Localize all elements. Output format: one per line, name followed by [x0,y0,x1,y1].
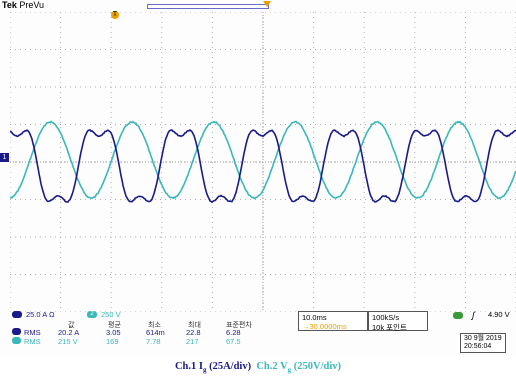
ch1-meas-value: 20.2 A [58,328,79,337]
ch2-indicator-icon[interactable]: 2 [87,311,97,318]
ch1-row-icon [12,328,21,335]
timebase-position: →30.0000ms [302,322,364,331]
graticule [10,12,516,312]
ch1-meas-type: RMS [24,328,41,337]
trigger-position-icon [263,1,271,7]
timebase-box[interactable]: 10.0ms →30.0000ms [298,311,368,331]
brand-label: Tek PreVu [2,0,44,10]
ch1-meas-max: 22.8 [186,328,201,337]
caption-ch1-prefix: Ch.1 I [175,361,203,372]
brand-name: Tek [2,0,17,10]
date-label: 30 9월 2019 [464,335,502,343]
ch2-meas-max: 217 [186,337,199,346]
trigger-level: 4.90 V [488,310,510,319]
caption-ch1: Ch.1 Ig (25A/div) [175,361,251,372]
ch2-meas-value: 215 V [58,337,78,346]
ch2-meas-type: RMS [24,337,41,346]
record-points: 10k 포인트 [372,322,424,333]
ch1-marker-label: 1 [3,154,7,161]
ch1-meas-std: 6.28 [226,328,241,337]
caption-ch1-suffix: (25A/div) [206,361,251,372]
timebase-scale: 10.0ms [302,313,364,322]
record-position-bar[interactable] [147,4,269,9]
datetime-box: 30 9월 2019 20:56:04 [460,333,506,353]
gridlines [10,12,516,312]
sample-rate: 100kS/s [372,313,424,322]
ch1-meas-mean: 3.05 [106,328,121,337]
ch2-meas-mean: 169 [106,337,119,346]
caption-ch2: Ch.2 Vg (250V/div) [256,361,341,372]
ch2-row-icon [12,337,21,344]
measurement-readout: 25.0 A Ω 2 250 V 값 평균 최소 최대 표준편차 RMS 20.… [10,311,516,355]
sampling-box[interactable]: 100kS/s 10k 포인트 [368,311,428,331]
ch1-meas-min: 614m [146,328,165,337]
ch2-meas-min: 7.78 [146,337,161,346]
ch2-meas-std: 67.5 [226,337,241,346]
ch1-ground-marker-icon[interactable]: 1 [0,153,9,162]
trigger-slope-icon: ʃ [472,310,475,320]
caption-ch2-suffix: (250V/div) [291,361,341,372]
figure-caption: Ch.1 Ig (25A/div) Ch.2 Vg (250V/div) [0,361,516,374]
acquisition-mode: PreVu [19,0,44,10]
oscilloscope-screen: Tek PreVu T 1 25.0 A Ω 2 250 V 값 평균 최소 최… [0,0,516,355]
ch2-indicator-label: 2 [90,311,93,317]
time-label: 20:56:04 [464,343,502,351]
trigger-source-icon[interactable] [453,312,463,319]
ch1-indicator-icon[interactable] [12,311,22,318]
caption-ch2-prefix: Ch.2 V [256,361,287,372]
ch2-scale: 250 V [101,310,121,319]
ch1-scale: 25.0 A Ω [26,310,55,319]
